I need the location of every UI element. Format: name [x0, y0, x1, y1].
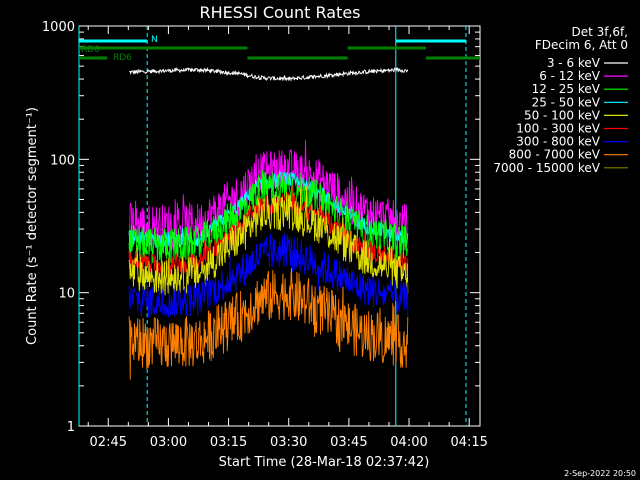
- data-series: [128, 66, 409, 380]
- y-tick-label: 10: [58, 287, 75, 302]
- legend-label: 6 - 12 keV: [539, 69, 601, 83]
- series-line-12to25keV: [128, 170, 408, 264]
- chart-title: RHESSI Count Rates: [200, 3, 361, 22]
- x-tick-label: 03:15: [210, 435, 247, 450]
- x-tick-label: 02:45: [90, 435, 127, 450]
- flag-label: N: [151, 35, 158, 45]
- legend-label: 50 - 100 keV: [524, 108, 601, 122]
- legend-header: FDecim 6, Att 0: [535, 38, 628, 52]
- y-tick-label: 1: [67, 420, 75, 435]
- series-line-800to7000keV: [128, 268, 409, 380]
- legend-label: 100 - 300 keV: [516, 122, 600, 136]
- legend-label: 7000 - 15000 keV: [493, 161, 600, 175]
- legend-label: 300 - 800 keV: [516, 135, 600, 149]
- legend-label: 800 - 7000 keV: [509, 148, 601, 162]
- series-line-300to800keV: [128, 233, 409, 318]
- x-tick-label: 04:15: [450, 435, 487, 450]
- x-tick-label: 03:00: [150, 435, 187, 450]
- x-axis: 02:45 03:00 03:15 03:30 03:45 04:00 04:15: [87, 26, 488, 450]
- x-tick-label: 04:00: [390, 435, 427, 450]
- x-axis-label: Start Time (28-Mar-18 02:37:42): [219, 455, 430, 470]
- legend-header: Det 3f,6f,: [572, 25, 629, 39]
- legend-label: 3 - 6 keV: [547, 56, 601, 70]
- legend-label: 25 - 50 keV: [532, 95, 601, 109]
- y-tick-label: 1000: [42, 20, 75, 35]
- legend-label: 12 - 25 keV: [532, 82, 601, 96]
- footer-date: 2-Sep-2022 20:50: [564, 469, 636, 478]
- series-line-3to6keV: [129, 66, 409, 82]
- y-tick-label: 100: [50, 153, 75, 168]
- flag-label: RD6: [113, 53, 132, 63]
- flag-label: RD0: [81, 45, 100, 55]
- x-tick-label: 03:30: [270, 435, 307, 450]
- y-axis: 1 10 100 1000: [42, 20, 480, 435]
- x-tick-label: 03:45: [330, 435, 367, 450]
- series-line-50to100keV: [128, 186, 409, 296]
- y-axis-label: Count Rate (s⁻¹ detector segment⁻¹): [25, 107, 40, 345]
